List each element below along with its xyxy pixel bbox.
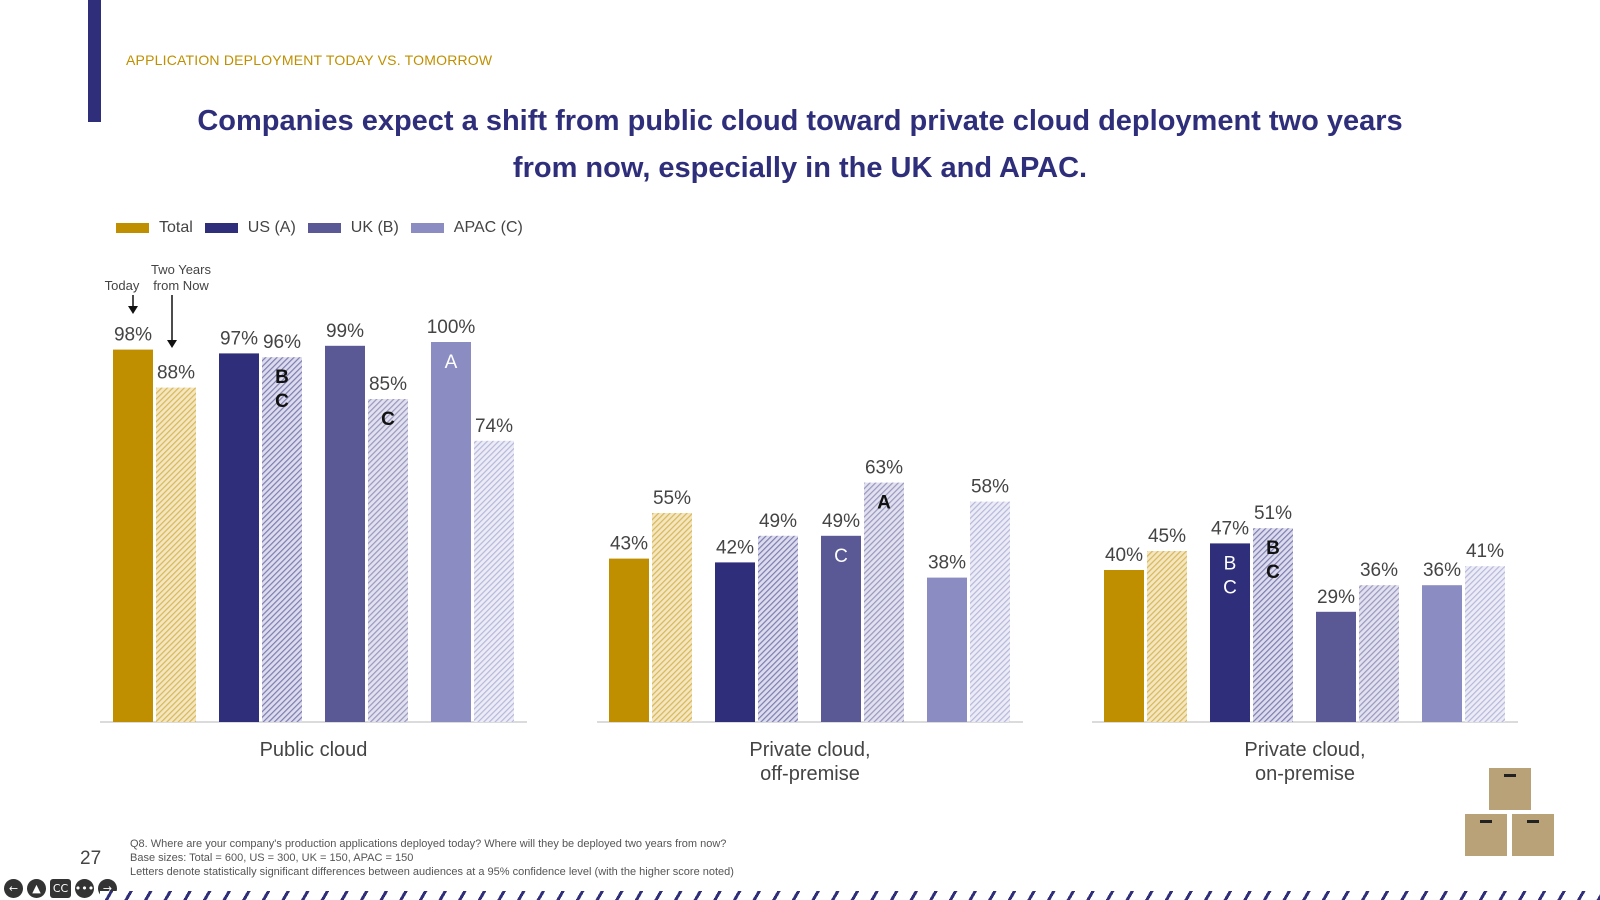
legend-label-us: US (A) bbox=[247, 219, 296, 236]
arrow-two-years-head bbox=[167, 340, 177, 348]
legend-label-uk: UK (B) bbox=[350, 219, 399, 236]
footnote-significance: Letters denote statistically significant… bbox=[130, 866, 734, 878]
bar-two-years bbox=[1253, 528, 1293, 722]
legend-item-total: Total bbox=[116, 219, 193, 237]
bar-today bbox=[927, 577, 967, 722]
captions-icon[interactable]: CC bbox=[50, 879, 71, 898]
bar-today bbox=[113, 349, 153, 722]
significance-letter: C bbox=[834, 546, 848, 567]
bar-today bbox=[1210, 543, 1250, 722]
category-label: Private cloud, bbox=[749, 739, 870, 761]
data-label: 96% bbox=[263, 332, 301, 353]
significance-letter: A bbox=[445, 352, 458, 373]
significance-letter: C bbox=[1223, 577, 1237, 598]
data-label: 85% bbox=[369, 374, 407, 395]
decorative-stripe-band bbox=[100, 891, 1600, 900]
legend-swatch-uk bbox=[307, 223, 341, 233]
bar-today bbox=[1316, 611, 1356, 722]
data-label: 98% bbox=[114, 325, 152, 346]
arrow-today-head bbox=[128, 306, 138, 314]
chart-legend: Total US (A) UK (B) APAC (C) bbox=[116, 219, 535, 237]
headline-line-2: from now, especially in the UK and APAC. bbox=[512, 152, 1088, 184]
significance-letter: C bbox=[275, 391, 289, 412]
legend-swatch-us bbox=[204, 223, 238, 233]
page-number: 27 bbox=[80, 848, 102, 869]
bar-two-years bbox=[156, 387, 196, 722]
page-title: Companies expect a shift from public clo… bbox=[120, 98, 1480, 192]
bar-today bbox=[325, 345, 365, 722]
data-label: 58% bbox=[971, 477, 1009, 498]
category-label: Private cloud, bbox=[1244, 739, 1365, 761]
data-label: 47% bbox=[1211, 518, 1249, 539]
more-icon[interactable]: ••• bbox=[75, 879, 94, 898]
data-label: 63% bbox=[865, 458, 903, 479]
annotation-today: Today bbox=[105, 278, 140, 293]
pointer-icon[interactable]: ▲ bbox=[27, 879, 46, 898]
legend-swatch-apac bbox=[410, 223, 444, 233]
data-label: 41% bbox=[1466, 541, 1504, 562]
bar-today bbox=[1422, 585, 1462, 722]
accent-bar bbox=[88, 0, 101, 122]
legend-label-total: Total bbox=[159, 219, 193, 236]
bar-today bbox=[715, 562, 755, 722]
legend-item-apac: APAC (C) bbox=[410, 219, 523, 237]
bar-two-years bbox=[262, 357, 302, 722]
legend-item-us: US (A) bbox=[204, 219, 296, 237]
data-label: 97% bbox=[220, 328, 258, 349]
data-label: 74% bbox=[475, 416, 513, 437]
significance-letter: C bbox=[381, 409, 395, 430]
data-label: 36% bbox=[1423, 560, 1461, 581]
bar-two-years bbox=[1465, 566, 1505, 722]
data-label: 29% bbox=[1317, 587, 1355, 608]
data-label: 45% bbox=[1148, 526, 1186, 547]
bar-today bbox=[1104, 570, 1144, 722]
data-label: 43% bbox=[610, 534, 648, 555]
bar-two-years bbox=[474, 440, 514, 722]
annotation-from-now: from Now bbox=[153, 278, 209, 293]
significance-letter: B bbox=[275, 367, 289, 388]
bar-today bbox=[219, 353, 259, 722]
significance-letter: B bbox=[1224, 553, 1237, 574]
bar-two-years bbox=[864, 482, 904, 722]
legend-item-uk: UK (B) bbox=[307, 219, 399, 237]
bar-two-years bbox=[368, 399, 408, 722]
footnotes: Q8. Where are your company's production … bbox=[130, 837, 734, 879]
significance-letter: C bbox=[1266, 562, 1280, 583]
category-label: off-premise bbox=[760, 763, 860, 785]
significance-letter: A bbox=[877, 493, 891, 514]
stacked-boxes-icon bbox=[1463, 766, 1556, 858]
headline-line-1: Companies expect a shift from public clo… bbox=[197, 105, 1403, 137]
footnote-question: Q8. Where are your company's production … bbox=[130, 838, 727, 850]
data-label: 49% bbox=[822, 511, 860, 532]
bar-two-years bbox=[758, 535, 798, 722]
data-label: 38% bbox=[928, 553, 966, 574]
data-label: 51% bbox=[1254, 503, 1292, 524]
data-label: 100% bbox=[427, 317, 476, 338]
bar-two-years bbox=[970, 501, 1010, 722]
legend-swatch-total bbox=[116, 223, 149, 233]
bar-two-years bbox=[1359, 585, 1399, 722]
annotation-two-years: Two Years bbox=[151, 262, 211, 277]
significance-letter: B bbox=[1266, 538, 1280, 559]
data-label: 42% bbox=[716, 537, 754, 558]
category-label: Public cloud bbox=[260, 739, 368, 761]
category-label: on-premise bbox=[1255, 763, 1355, 785]
data-label: 49% bbox=[759, 511, 797, 532]
back-arrow-icon[interactable]: ← bbox=[4, 879, 23, 898]
bar-two-years bbox=[652, 513, 692, 722]
data-label: 36% bbox=[1360, 560, 1398, 581]
bar-today bbox=[821, 535, 861, 722]
bar-today bbox=[431, 342, 471, 722]
footnote-base-sizes: Base sizes: Total = 600, US = 300, UK = … bbox=[130, 852, 414, 864]
presentation-controls: ← ▲ CC ••• → bbox=[4, 879, 117, 898]
bar-two-years bbox=[1147, 551, 1187, 722]
data-label: 40% bbox=[1105, 545, 1143, 566]
section-title: APPLICATION DEPLOYMENT TODAY VS. TOMORRO… bbox=[126, 52, 493, 68]
data-label: 99% bbox=[326, 321, 364, 342]
legend-label-apac: APAC (C) bbox=[453, 219, 523, 236]
data-label: 88% bbox=[157, 363, 195, 384]
data-label: 55% bbox=[653, 488, 691, 509]
bar-today bbox=[609, 558, 649, 722]
